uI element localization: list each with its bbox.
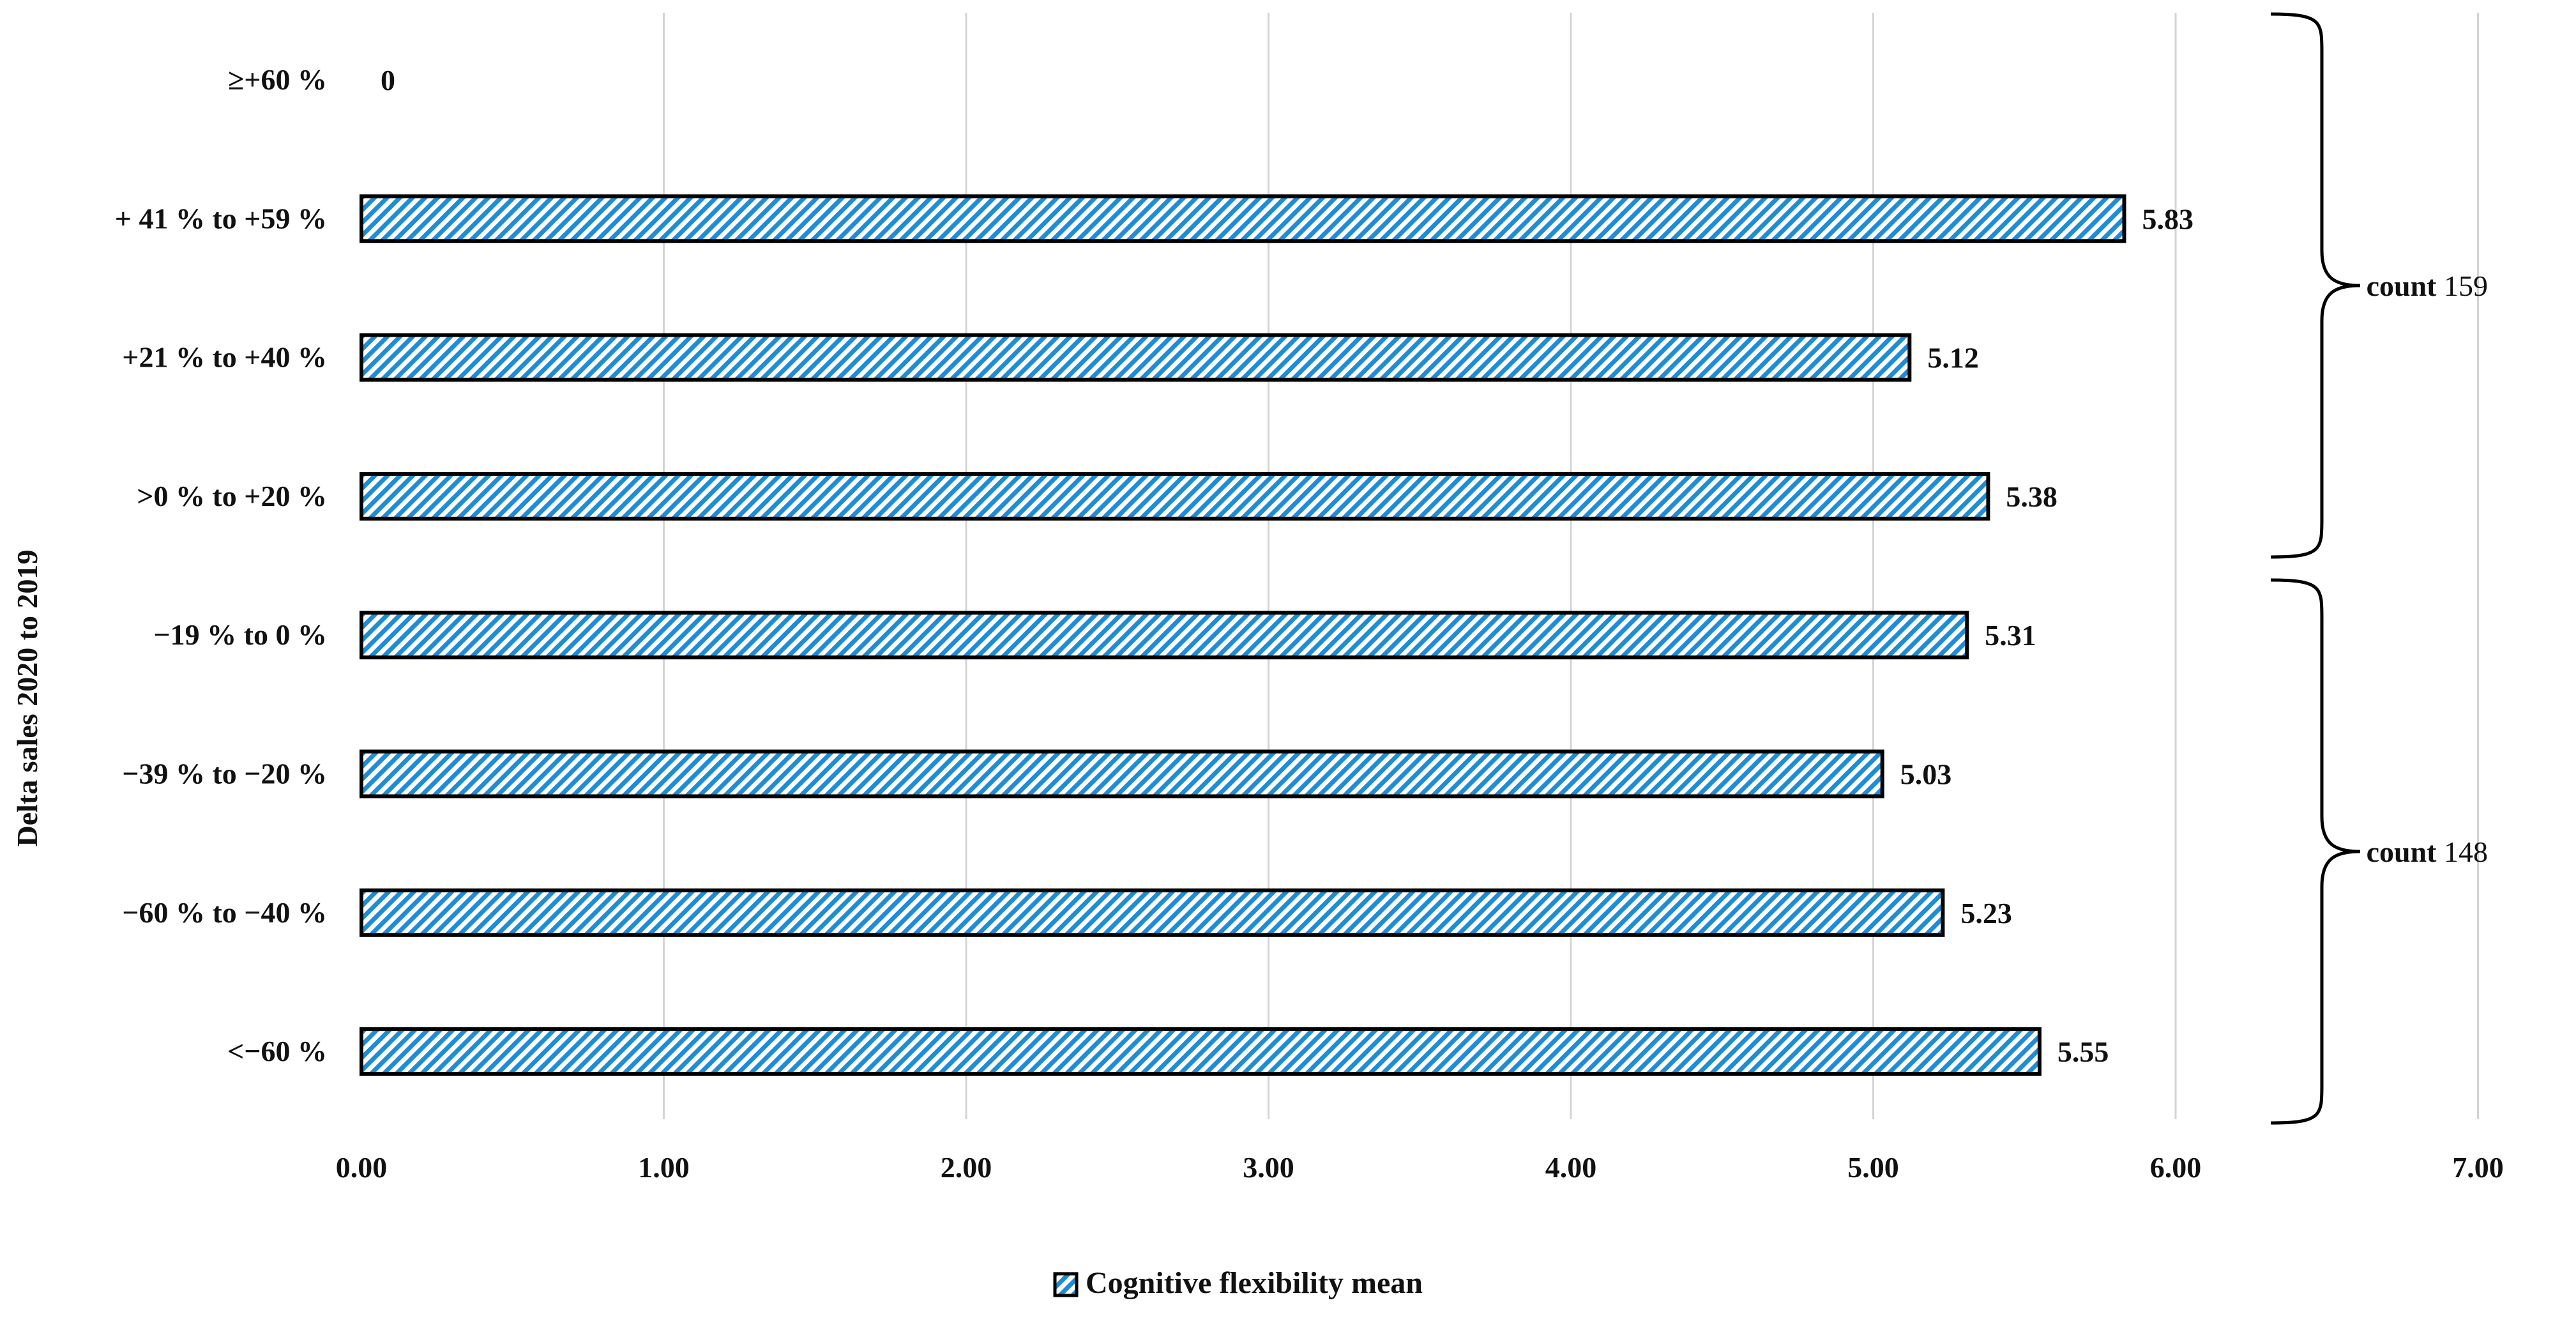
bar [360, 611, 1969, 660]
count-braces: count 159 count 148 [2270, 12, 2488, 1125]
brace [2270, 578, 2361, 1125]
category-label: −60 % to −40 % [122, 896, 327, 929]
category-label: −19 % to 0 % [153, 618, 327, 651]
bar [360, 749, 1884, 798]
bar [360, 471, 1990, 521]
data-label: 5.38 [2006, 480, 2057, 513]
y-axis-title: Delta sales 2020 to 2019 [11, 549, 43, 846]
category-label: + 41 % to +59 % [115, 202, 327, 234]
data-label: 5.31 [1985, 619, 2036, 652]
x-tick-label: 5.00 [1847, 1151, 1899, 1184]
legend-label: Cognitive flexibility mean [1086, 1266, 1423, 1300]
data-label: 5.12 [1927, 342, 1979, 374]
category-label: −39 % to −20 % [122, 758, 327, 790]
category-label: +21 % to +40 % [122, 341, 327, 374]
count-annotation: count 159 [2367, 270, 2488, 302]
category-label: <−60 % [227, 1035, 327, 1067]
x-tick-label: 1.00 [638, 1151, 690, 1184]
legend-swatch [1053, 1272, 1079, 1297]
bars [360, 194, 2126, 1076]
bar [360, 1027, 2042, 1076]
data-label: 5.23 [1960, 897, 2012, 929]
data-label: 5.03 [1900, 758, 1952, 791]
category-label: ≥+60 % [228, 63, 327, 96]
data-label: 5.83 [2142, 202, 2194, 235]
bar [360, 194, 2126, 243]
category-label: >0 % to +20 % [137, 480, 327, 512]
x-tick-label: 0.00 [336, 1151, 388, 1184]
count-annotation: count 148 [2367, 836, 2488, 868]
legend: Cognitive flexibility mean [1053, 1266, 1423, 1300]
y-axis-categories: ≥+60 % + 41 % to +59 % +21 % to +40 % >0 % … [115, 63, 327, 1067]
bar [360, 888, 1945, 937]
x-tick-label: 3.00 [1243, 1151, 1294, 1184]
brace [2270, 12, 2361, 559]
x-axis-ticks: 0.00 1.00 2.00 3.00 4.00 5.00 6.00 7.00 [336, 1151, 2504, 1184]
x-tick-label: 2.00 [941, 1151, 992, 1184]
x-tick-label: 6.00 [2150, 1151, 2202, 1184]
data-label: 0 [381, 64, 395, 96]
data-labels: 0 5.83 5.12 5.38 5.31 5.03 5.23 5.55 [381, 64, 2193, 1068]
bar [360, 333, 1912, 382]
data-label: 5.55 [2057, 1035, 2109, 1068]
x-tick-label: 4.00 [1545, 1151, 1597, 1184]
x-tick-label: 7.00 [2452, 1151, 2504, 1184]
